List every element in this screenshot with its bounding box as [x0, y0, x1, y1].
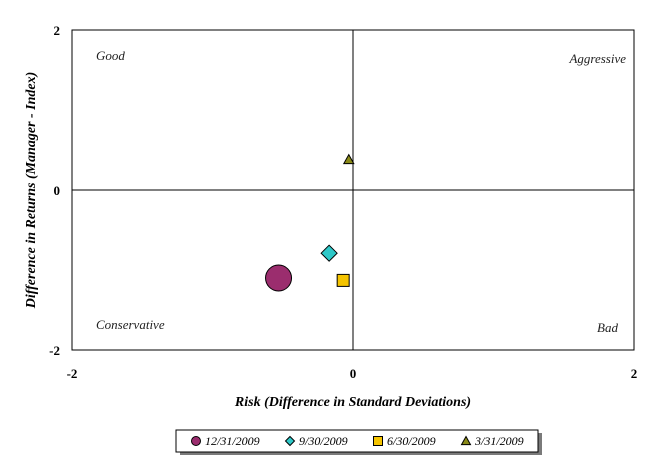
- y-tick-label-top: 2: [54, 23, 61, 38]
- x-tick-label-left: -2: [67, 366, 78, 381]
- legend-box: [175, 429, 539, 453]
- legend-label-9-30-2009: 9/30/2009: [299, 434, 348, 448]
- legend-label-12-31-2009: 12/31/2009: [205, 434, 260, 448]
- y-tick-label-middle: 0: [54, 183, 61, 198]
- quadrant-label-good: Good: [96, 48, 125, 63]
- data-point-9-30-2009: [320, 244, 338, 262]
- quadrant-label-aggressive: Aggressive: [568, 51, 626, 66]
- quadrant-label-bad: Bad: [597, 320, 618, 335]
- legend-label-3-31-2009: 3/31/2009: [474, 434, 524, 448]
- data-points: [265, 153, 355, 292]
- x-tick-label-middle: 0: [350, 366, 357, 381]
- legend-marker-6-30-2009: [373, 436, 383, 446]
- legend-marker-9-30-2009: [284, 435, 296, 447]
- legend: 12/31/2009 9/30/2009 6/30/2009 3/31/2009: [175, 429, 542, 455]
- x-axis-title: Risk (Difference in Standard Deviations): [234, 395, 471, 410]
- quadrant-label-conservative: Conservative: [96, 317, 165, 332]
- data-point-6-30-2009: [336, 273, 350, 287]
- data-point-12-31-2009: [265, 264, 293, 292]
- x-tick-label-right: 2: [631, 366, 638, 381]
- data-point-3-31-2009: [342, 153, 355, 165]
- y-axis-title: Difference in Returns (Manager - Index): [24, 72, 39, 310]
- legend-marker-12-31-2009: [191, 436, 201, 446]
- legend-marker-3-31-2009: [460, 435, 472, 446]
- y-tick-label-bottom: -2: [49, 343, 60, 358]
- legend-label-6-30-2009: 6/30/2009: [387, 434, 436, 448]
